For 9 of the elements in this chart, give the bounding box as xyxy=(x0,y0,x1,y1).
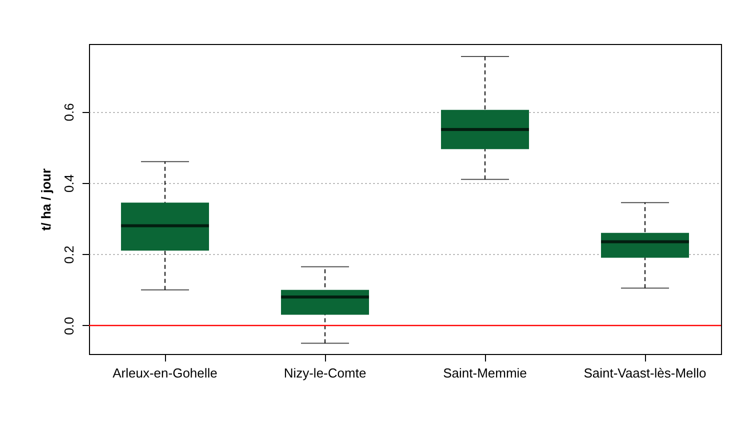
x-tick-label: Nizy-le-Comte xyxy=(284,366,366,380)
y-tick-label: 0.4 xyxy=(62,174,76,193)
x-tick-label: Arleux-en-Gohelle xyxy=(112,366,218,380)
x-tick-label: Saint-Vaast-lès-Mello xyxy=(584,366,706,380)
y-tick-label: 0.2 xyxy=(62,246,76,264)
y-tick-label: 0.0 xyxy=(62,316,76,336)
x-tick-label: Saint-Memmie xyxy=(443,366,527,380)
y-tick-label: 0.6 xyxy=(62,103,76,122)
y-axis-title: t/ ha / jour xyxy=(38,168,54,231)
